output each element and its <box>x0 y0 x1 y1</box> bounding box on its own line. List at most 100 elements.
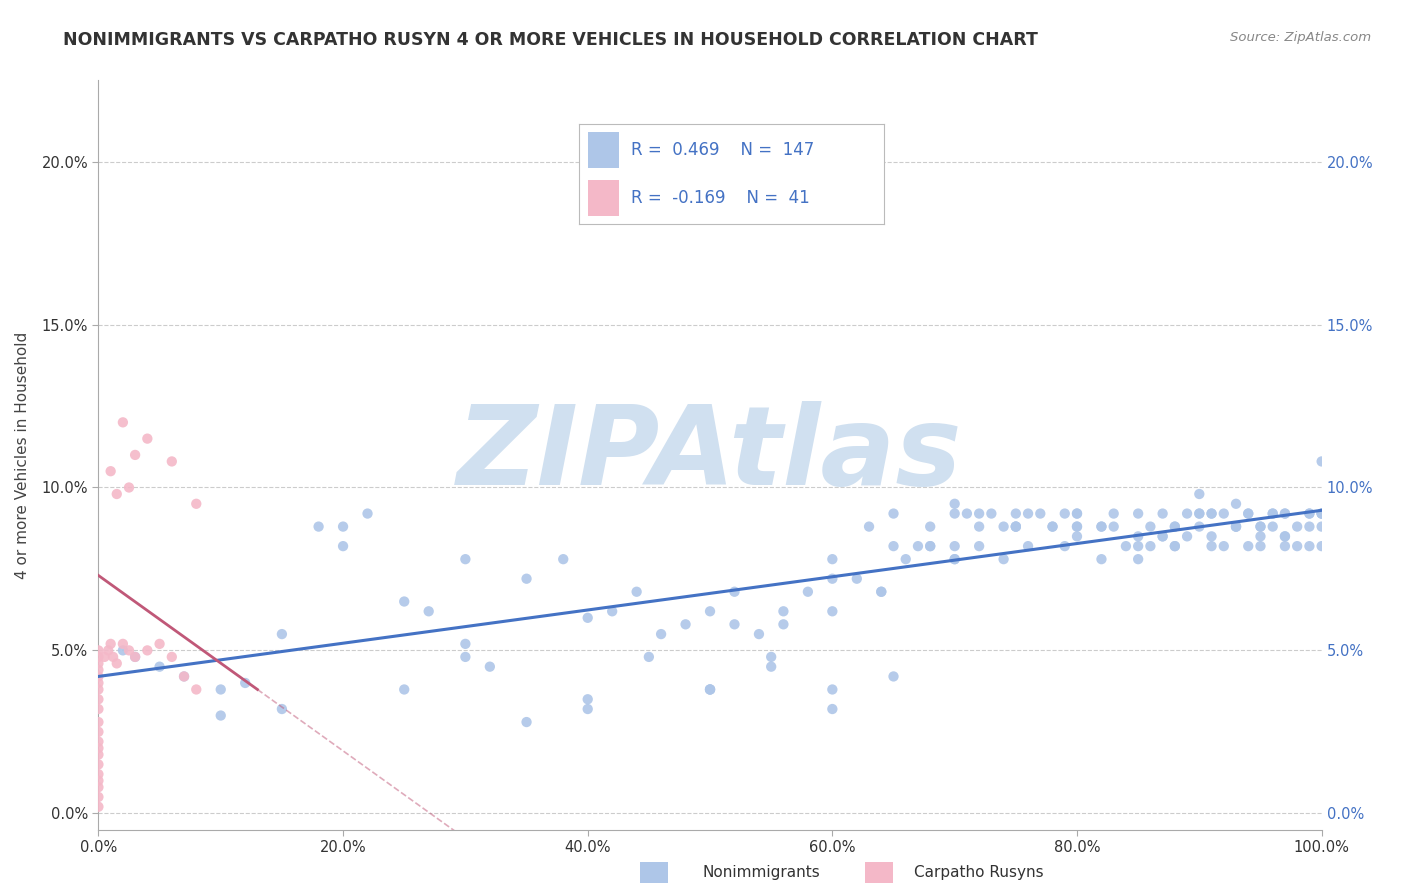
Point <box>1017 507 1039 521</box>
Text: R =  0.469    N =  147: R = 0.469 N = 147 <box>631 141 814 159</box>
Point <box>1188 507 1211 521</box>
Point <box>1261 507 1284 521</box>
Point <box>233 676 256 690</box>
Point <box>1066 519 1088 533</box>
Point <box>1261 519 1284 533</box>
Point <box>821 604 844 618</box>
Point <box>1090 552 1112 566</box>
Point <box>1298 507 1320 521</box>
Point <box>87 747 110 762</box>
Point <box>1201 507 1223 521</box>
Point <box>160 454 183 468</box>
Point <box>87 757 110 772</box>
Point <box>87 780 110 795</box>
Point <box>308 519 330 533</box>
Point <box>1128 529 1150 543</box>
Point <box>1237 507 1260 521</box>
Point <box>173 669 195 683</box>
Point <box>105 487 128 501</box>
Point <box>1201 529 1223 543</box>
Point <box>980 507 1002 521</box>
Point <box>1225 497 1247 511</box>
Point <box>1066 529 1088 543</box>
Point <box>87 682 110 697</box>
Point <box>699 682 721 697</box>
Point <box>600 604 623 618</box>
Point <box>650 627 672 641</box>
Point <box>1274 507 1296 521</box>
Point <box>943 497 966 511</box>
Point <box>821 702 844 716</box>
Point <box>478 659 501 673</box>
Point <box>160 649 183 664</box>
Point <box>699 682 721 697</box>
Point <box>1237 539 1260 553</box>
Point <box>1298 519 1320 533</box>
Point <box>124 649 146 664</box>
Point <box>1261 507 1284 521</box>
Point <box>1249 529 1271 543</box>
Point <box>1004 519 1026 533</box>
Point <box>173 669 195 683</box>
Point <box>149 659 172 673</box>
Point <box>993 519 1015 533</box>
Point <box>920 539 942 553</box>
Point <box>993 552 1015 566</box>
Point <box>1152 507 1174 521</box>
Point <box>943 552 966 566</box>
Point <box>772 617 794 632</box>
Bar <box>588 180 619 216</box>
Point <box>1042 519 1064 533</box>
Point <box>870 584 893 599</box>
Point <box>1053 539 1076 553</box>
Point <box>1004 519 1026 533</box>
Point <box>675 617 697 632</box>
Point <box>270 702 294 716</box>
Point <box>1298 539 1320 553</box>
Point <box>772 604 794 618</box>
Point <box>1274 539 1296 553</box>
Point <box>1310 519 1333 533</box>
Point <box>270 627 294 641</box>
Point <box>920 519 942 533</box>
Point <box>100 464 122 478</box>
Point <box>87 789 110 804</box>
Point <box>943 539 966 553</box>
Point <box>797 584 820 599</box>
Point <box>699 604 721 618</box>
Point <box>392 682 416 697</box>
Point <box>553 552 575 566</box>
Point <box>1225 519 1247 533</box>
Point <box>418 604 440 618</box>
Bar <box>588 132 619 168</box>
Point <box>1225 519 1247 533</box>
Point <box>576 611 599 625</box>
Point <box>1310 507 1333 521</box>
Point <box>1004 507 1026 521</box>
Point <box>845 572 868 586</box>
Point <box>1175 507 1198 521</box>
Point <box>87 692 110 706</box>
Text: ZIPAtlas: ZIPAtlas <box>457 401 963 508</box>
Point <box>576 692 599 706</box>
Point <box>1249 519 1271 533</box>
Point <box>87 649 110 664</box>
Point <box>332 519 354 533</box>
Point <box>111 415 134 429</box>
Point <box>1152 529 1174 543</box>
Point <box>1128 539 1150 553</box>
Point <box>1115 539 1137 553</box>
Point <box>1066 507 1088 521</box>
Point <box>943 552 966 566</box>
Point <box>124 448 146 462</box>
Point <box>1286 539 1309 553</box>
Point <box>1102 507 1125 521</box>
Point <box>87 741 110 756</box>
Point <box>209 682 232 697</box>
Point <box>515 572 537 586</box>
Point <box>392 594 416 608</box>
Point <box>87 663 110 677</box>
Point <box>1201 507 1223 521</box>
Point <box>1212 539 1234 553</box>
Point <box>1310 507 1333 521</box>
